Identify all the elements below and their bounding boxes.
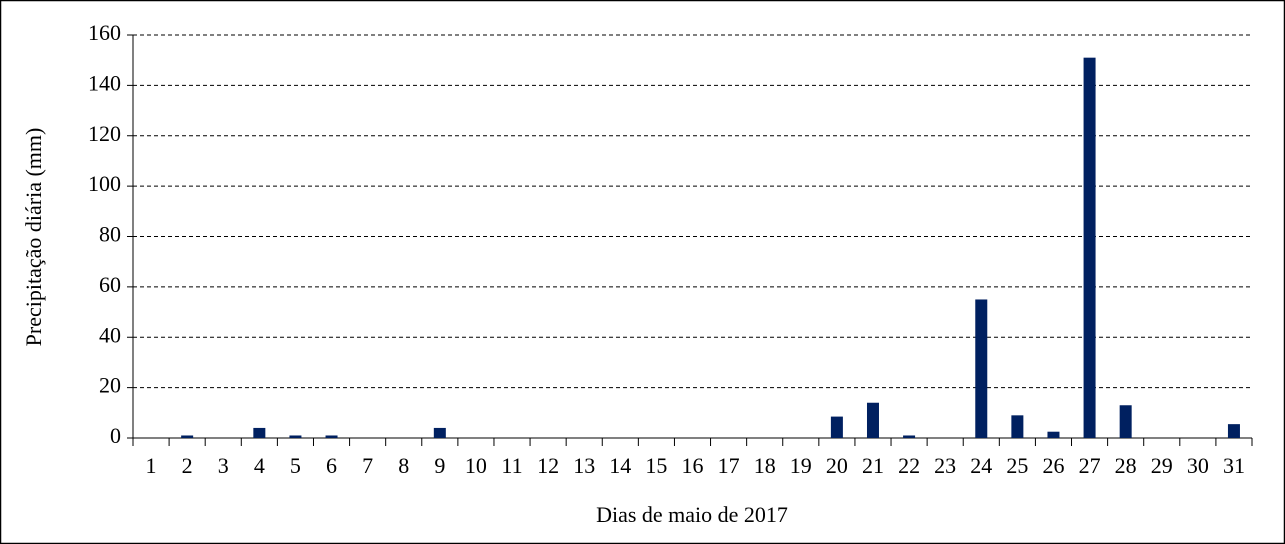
x-tick-label: 11: [501, 453, 522, 478]
x-tick-label: 2: [182, 453, 193, 478]
x-tick-label: 17: [718, 453, 740, 478]
x-tick-label: 16: [682, 453, 704, 478]
x-tick-label: 30: [1187, 453, 1209, 478]
x-tick-label: 1: [146, 453, 157, 478]
x-tick-label: 22: [898, 453, 920, 478]
bar: [866, 402, 879, 438]
y-tick-label: 140: [88, 70, 121, 95]
y-tick-label: 0: [110, 423, 121, 448]
x-tick-label: 28: [1115, 453, 1137, 478]
bar: [903, 435, 916, 438]
x-tick-label: 4: [254, 453, 265, 478]
y-tick-label: 80: [99, 222, 121, 247]
x-tick-label: 14: [609, 453, 631, 478]
x-tick-label: 5: [290, 453, 301, 478]
x-tick-label: 18: [754, 453, 776, 478]
y-axis-title: Precipitação diária (mm): [21, 128, 46, 347]
y-tick-label: 100: [88, 171, 121, 196]
y-tick-label: 160: [88, 20, 121, 45]
bar: [1119, 405, 1132, 438]
x-tick-label: 9: [434, 453, 445, 478]
bar: [289, 435, 302, 438]
bar: [1047, 431, 1060, 438]
x-tick-label: 13: [573, 453, 595, 478]
x-axis-title: Dias de maio de 2017: [596, 502, 788, 527]
x-tick-label: 24: [970, 453, 992, 478]
x-tick-label: 8: [398, 453, 409, 478]
bar: [253, 427, 266, 438]
x-tick-label: 12: [537, 453, 559, 478]
bar: [830, 416, 843, 438]
x-tick-label: 25: [1006, 453, 1028, 478]
bar: [1227, 424, 1240, 438]
x-tick-label: 19: [790, 453, 812, 478]
x-tick-label: 7: [362, 453, 373, 478]
x-tick-label: 21: [862, 453, 884, 478]
x-tick-label: 3: [218, 453, 229, 478]
y-tick-label: 40: [99, 322, 121, 347]
y-tick-label: 20: [99, 373, 121, 398]
bar: [433, 427, 446, 438]
bar: [181, 435, 194, 438]
x-tick-label: 23: [934, 453, 956, 478]
x-tick-label: 29: [1151, 453, 1173, 478]
y-tick-label: 60: [99, 272, 121, 297]
x-tick-label: 15: [645, 453, 667, 478]
bar: [975, 299, 988, 438]
x-tick-label: 31: [1223, 453, 1245, 478]
x-tick-label: 20: [826, 453, 848, 478]
y-tick-label: 120: [88, 121, 121, 146]
bar: [325, 435, 338, 438]
x-tick-label: 27: [1079, 453, 1101, 478]
x-tick-label: 26: [1042, 453, 1064, 478]
bar: [1083, 57, 1096, 438]
bar: [1011, 415, 1024, 438]
x-tick-label: 6: [326, 453, 337, 478]
x-tick-label: 10: [465, 453, 487, 478]
